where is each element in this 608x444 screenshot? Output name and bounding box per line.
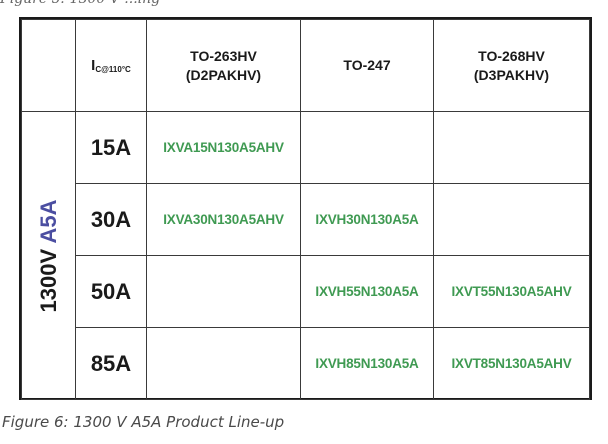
- table-header-row: IC@110°C TO-263HV (D2PAKHV) TO-247 TO-26…: [21, 19, 590, 112]
- series-name: A5A: [35, 199, 61, 244]
- current-condition: C@110°C: [95, 65, 131, 74]
- part-number-cell: IXVA15N130A5AHV: [146, 111, 301, 184]
- current-symbol: I: [91, 57, 96, 74]
- product-lineup-table-frame: IC@110°C TO-263HV (D2PAKHV) TO-247 TO-26…: [19, 17, 592, 400]
- table-row: 50A IXVH55N130A5A IXVT55N130A5AHV: [22, 255, 590, 328]
- part-number-cell: [146, 255, 301, 328]
- header-package-to268hv: TO-268HV (D3PAKHV): [433, 19, 590, 112]
- current-rating-cell: 15A: [75, 111, 147, 184]
- voltage-series-label: 1300V A5A: [36, 199, 62, 312]
- header-corner-cell: [21, 19, 76, 112]
- current-rating-cell: 30A: [75, 183, 147, 256]
- header-package-to263hv: TO-263HV (D2PAKHV): [146, 19, 301, 112]
- voltage-series-cell: 1300V A5A: [21, 111, 76, 400]
- table-row: 1300V A5A 15A IXVA15N130A5AHV: [21, 111, 590, 400]
- table-row: 85A IXVH85N130A5A IXVT85N130A5AHV: [22, 327, 590, 400]
- current-rating-cell: 85A: [75, 327, 147, 400]
- current-rating-cell: 50A: [75, 255, 147, 328]
- product-lineup-table: IC@110°C TO-263HV (D2PAKHV) TO-247 TO-26…: [21, 19, 590, 400]
- part-number-cell: IXVH55N130A5A: [300, 255, 434, 328]
- package-name: TO-247: [343, 57, 391, 73]
- package-name: TO-263HV: [190, 47, 257, 64]
- part-number-cell: [433, 111, 590, 184]
- table-row: 30A IXVA30N130A5AHV IXVH30N130A5A: [22, 183, 590, 256]
- part-number-cell: [146, 327, 301, 400]
- figure-caption: Figure 6: 1300 V A5A Product Line-up: [2, 413, 285, 431]
- part-number-cell: [433, 183, 590, 256]
- header-package-to247: TO-247: [300, 19, 434, 112]
- part-number-cell: IXVT55N130A5AHV: [433, 255, 590, 328]
- package-name: TO-268HV: [478, 47, 545, 64]
- part-number-cell: IXVA30N130A5AHV: [146, 183, 301, 256]
- package-alias: (D3PAKHV): [473, 66, 550, 83]
- previous-caption-fragment: Figure 5: 1300 V ...ing: [0, 0, 608, 9]
- voltage-rating: 1300V: [35, 248, 61, 312]
- part-number-cell: [300, 111, 434, 184]
- header-current-cell: IC@110°C: [75, 19, 147, 112]
- package-alias: (D2PAKHV): [185, 66, 262, 83]
- part-number-cell: IXVT85N130A5AHV: [433, 327, 590, 400]
- part-number-cell: IXVH85N130A5A: [300, 327, 434, 400]
- part-number-cell: IXVH30N130A5A: [300, 183, 434, 256]
